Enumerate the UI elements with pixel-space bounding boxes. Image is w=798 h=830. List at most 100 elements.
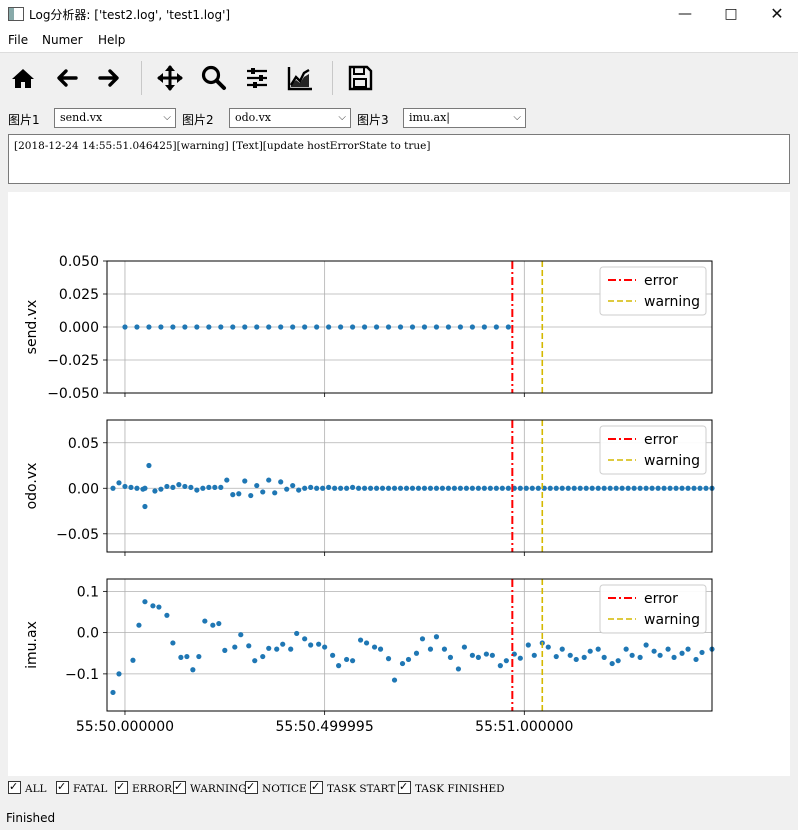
- data-point: [302, 324, 308, 330]
- status-bar: Finished: [0, 808, 798, 830]
- data-point: [164, 612, 170, 618]
- zoom-icon[interactable]: [198, 63, 228, 93]
- menu-numer[interactable]: Numer: [42, 33, 83, 47]
- selector-label-1: 图片1: [8, 113, 40, 127]
- data-point: [316, 641, 322, 647]
- y-axis-label: odo.vx: [24, 463, 40, 510]
- back-arrow-icon[interactable]: [52, 63, 82, 93]
- data-point: [493, 324, 499, 330]
- data-point: [170, 324, 176, 330]
- y-tick-label: 0.1: [77, 584, 99, 600]
- data-point: [643, 642, 649, 648]
- y-tick-label: 0.0: [77, 626, 99, 642]
- data-point: [130, 657, 136, 663]
- data-point: [419, 636, 426, 642]
- data-point: [505, 485, 511, 491]
- log-text-area[interactable]: [2018-12-24 14:55:51.046425][warning] [T…: [8, 134, 790, 184]
- menu-help[interactable]: Help: [98, 33, 126, 47]
- data-point: [679, 650, 685, 656]
- data-point: [571, 485, 577, 491]
- data-point: [274, 646, 280, 652]
- data-point: [469, 485, 475, 491]
- home-icon[interactable]: [8, 63, 38, 93]
- data-point: [651, 648, 657, 654]
- edit-axes-icon[interactable]: [285, 63, 315, 93]
- data-point: [553, 485, 559, 491]
- data-point: [531, 652, 537, 658]
- plot2-select[interactable]: odo.vx ⌵: [229, 108, 351, 128]
- plot2-select-value: odo.vx: [235, 111, 272, 124]
- plot3-select[interactable]: imu.ax| ⌵: [403, 108, 526, 128]
- data-point: [142, 599, 148, 605]
- data-point: [415, 485, 422, 491]
- data-point: [589, 485, 595, 491]
- data-point: [475, 485, 481, 491]
- data-point: [367, 485, 374, 491]
- plot-canvas[interactable]: 0.050 0.025 0.000 −0.025 −0.050 send.vx error w…: [8, 192, 790, 776]
- data-point: [379, 485, 386, 491]
- forward-arrow-icon[interactable]: [94, 63, 124, 93]
- filter-fatal-checkbox[interactable]: FATAL: [56, 779, 107, 797]
- menu-file[interactable]: File: [8, 33, 29, 47]
- data-point: [573, 656, 579, 663]
- data-point: [344, 485, 350, 491]
- maximize-icon[interactable]: □: [724, 6, 738, 22]
- selector-label-3: 图片3: [357, 113, 389, 127]
- data-point: [613, 485, 619, 491]
- legend-error-label: error: [644, 591, 678, 607]
- data-point: [427, 485, 434, 491]
- data-point: [232, 644, 238, 650]
- data-point: [445, 485, 452, 491]
- filter-notice-checkbox[interactable]: NOTICE: [245, 779, 307, 797]
- data-point: [158, 324, 164, 330]
- y-tick-label: −0.1: [65, 667, 99, 683]
- axes-frame: [106, 260, 713, 394]
- data-point: [559, 485, 565, 491]
- legend-warning-label: warning: [644, 453, 700, 469]
- data-point: [206, 324, 212, 330]
- data-point: [349, 484, 356, 490]
- legend-error-label: error: [644, 273, 678, 289]
- data-point: [326, 324, 332, 330]
- data-point: [242, 324, 248, 330]
- filter-task-start-checkbox[interactable]: TASK START: [310, 779, 395, 797]
- data-point: [230, 324, 236, 330]
- data-point: [403, 485, 410, 491]
- data-point: [455, 666, 462, 672]
- data-point: [182, 324, 188, 330]
- data-point: [377, 646, 384, 652]
- filter-warning-checkbox[interactable]: WARNING: [173, 779, 247, 797]
- selector-label-2: 图片2: [182, 113, 214, 127]
- save-icon[interactable]: [345, 63, 375, 93]
- data-point: [657, 652, 663, 658]
- data-point: [266, 645, 272, 651]
- data-point: [134, 485, 140, 491]
- close-icon[interactable]: ✕: [770, 4, 784, 23]
- pan-icon[interactable]: [155, 63, 185, 93]
- y-axis-label: send.vx: [24, 300, 40, 355]
- menu-bar: File Numer Help: [0, 28, 798, 52]
- filter-error-checkbox[interactable]: ERROR: [115, 779, 172, 797]
- data-point: [332, 485, 338, 491]
- plot1-select[interactable]: send.vx ⌵: [54, 108, 176, 128]
- data-point: [469, 324, 475, 330]
- data-point: [421, 485, 428, 491]
- filter-task-finished-checkbox[interactable]: TASK FINISHED: [398, 779, 505, 797]
- data-point: [595, 485, 601, 491]
- data-point: [206, 484, 212, 490]
- data-point: [196, 653, 202, 660]
- subplots-icon[interactable]: [242, 63, 272, 93]
- data-point: [685, 646, 691, 652]
- minimize-icon[interactable]: —: [678, 6, 692, 22]
- data-point: [254, 324, 260, 330]
- data-point: [248, 492, 254, 499]
- y-tick-label: −0.050: [47, 386, 99, 402]
- data-point: [587, 648, 593, 654]
- data-point: [457, 324, 464, 330]
- data-point: [266, 477, 272, 483]
- y-tick-label: 0.05: [68, 436, 99, 452]
- y-tick-label: −0.05: [56, 527, 99, 543]
- filter-all-checkbox[interactable]: ALL: [8, 779, 47, 797]
- data-point: [667, 485, 673, 491]
- data-point: [200, 485, 206, 491]
